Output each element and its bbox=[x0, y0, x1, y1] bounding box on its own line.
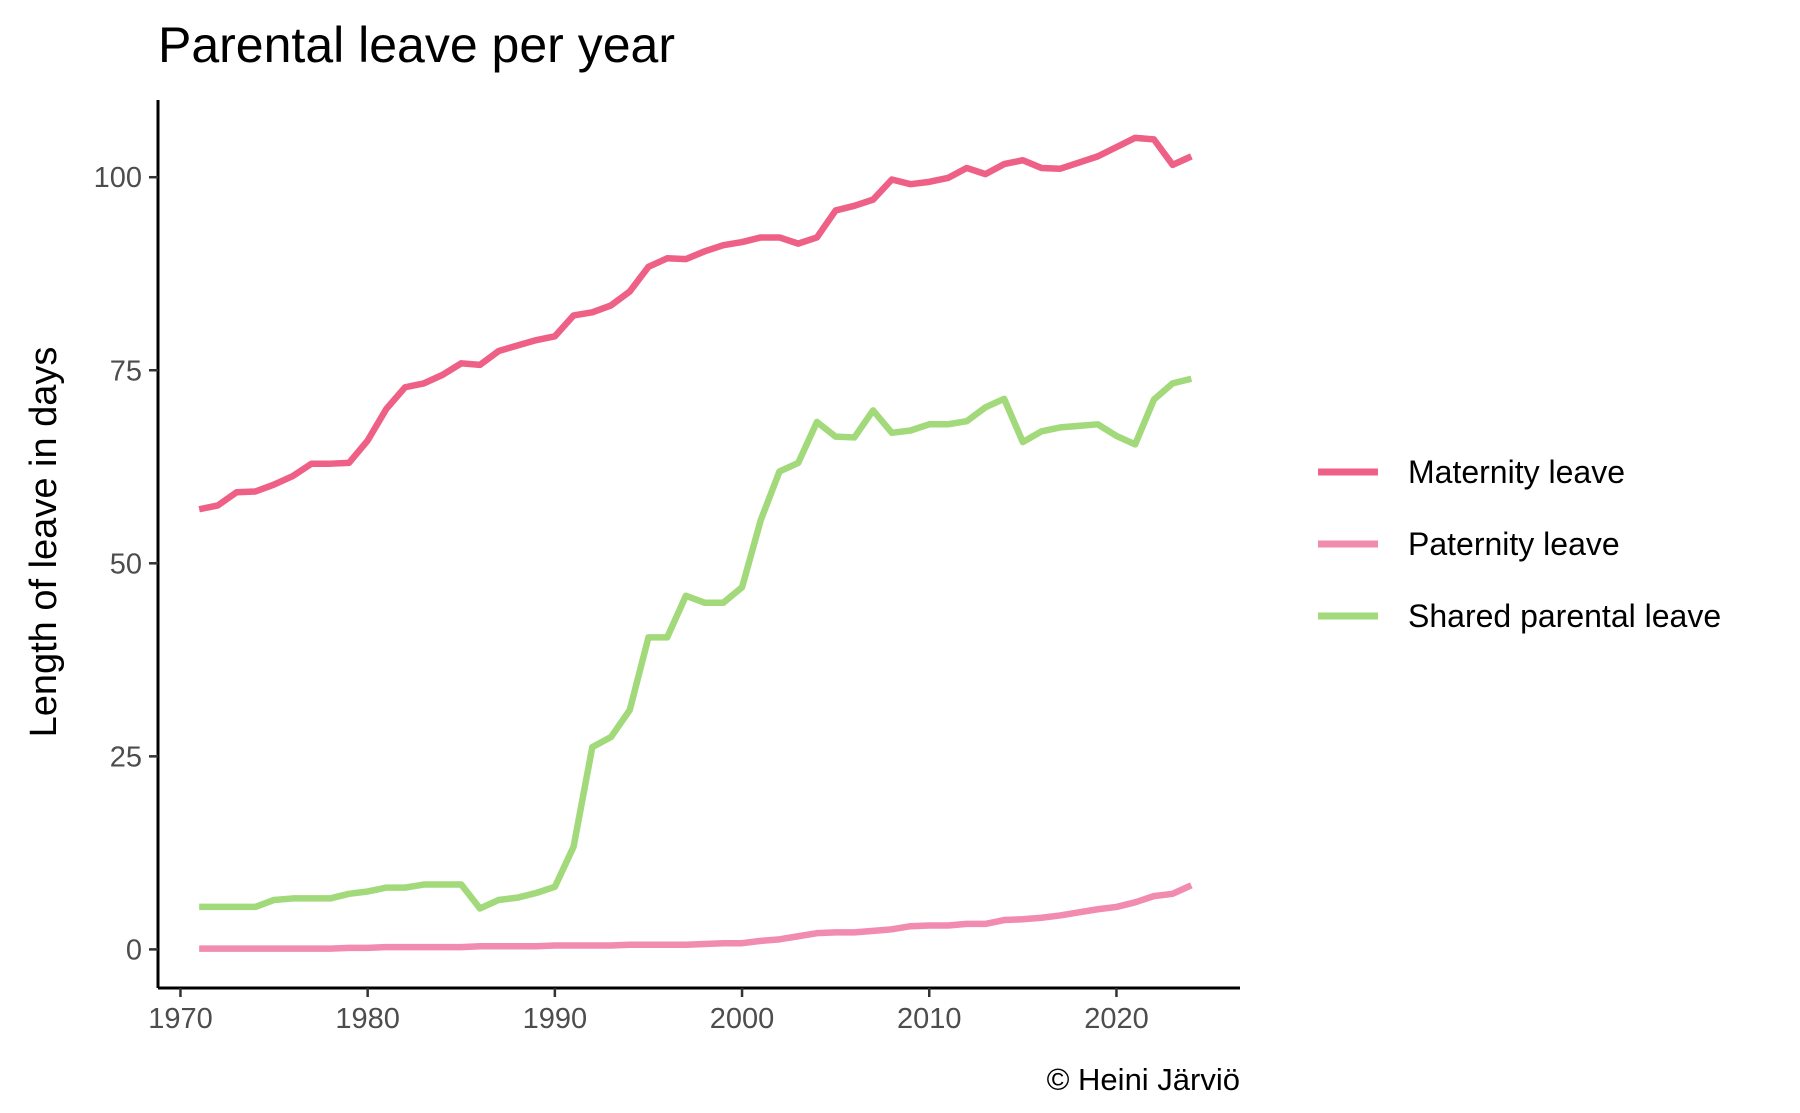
series-line-1 bbox=[199, 882, 1193, 952]
legend-label-0: Maternity leave bbox=[1408, 454, 1625, 490]
x-tick-label-2: 1990 bbox=[523, 1003, 588, 1035]
legend: Maternity leave Paternity leave Shared par… bbox=[1318, 454, 1721, 634]
x-tick-label-0: 1970 bbox=[148, 1003, 213, 1035]
x-tick-label-1: 1980 bbox=[335, 1003, 400, 1035]
series-line-2 bbox=[199, 375, 1193, 912]
y-tick-label-2: 50 bbox=[110, 548, 142, 580]
y-tick-label-4: 100 bbox=[94, 162, 142, 194]
legend-label-1: Paternity leave bbox=[1408, 526, 1620, 562]
series-line-0 bbox=[198, 134, 1193, 513]
x-tick-label-3: 2000 bbox=[710, 1003, 775, 1035]
caption: © Heini Järviö bbox=[1047, 1062, 1240, 1097]
axes-layer: 0 25 50 75 100 1970 1980 1990 2000 2010 2020 bbox=[94, 100, 1240, 1035]
y-tick-label-1: 25 bbox=[110, 741, 142, 773]
legend-label-2: Shared parental leave bbox=[1408, 598, 1721, 634]
x-tick-label-4: 2010 bbox=[897, 1003, 962, 1035]
y-axis-label: Length of leave in days bbox=[23, 347, 65, 738]
x-tick-label-5: 2020 bbox=[1084, 1003, 1149, 1035]
chart-title: Parental leave per year bbox=[158, 17, 675, 73]
y-tick-label-3: 75 bbox=[110, 355, 142, 387]
series-layer bbox=[198, 134, 1193, 952]
y-tick-label-0: 0 bbox=[126, 934, 142, 966]
